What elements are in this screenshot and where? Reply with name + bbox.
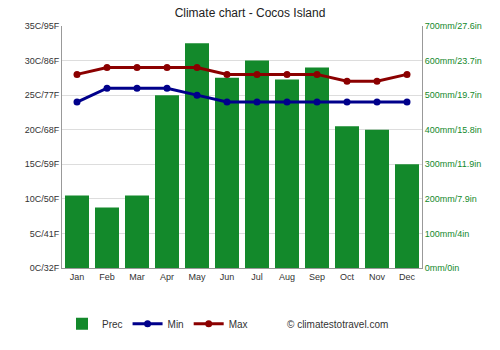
svg-text:5C/41F: 5C/41F	[30, 229, 60, 239]
svg-text:Mar: Mar	[129, 272, 145, 282]
svg-text:Oct: Oct	[340, 272, 355, 282]
svg-text:300mm/11.9in: 300mm/11.9in	[425, 159, 481, 169]
svg-text:100mm/4in: 100mm/4in	[425, 229, 470, 239]
svg-text:Climate chart - Cocos Island: Climate chart - Cocos Island	[175, 6, 326, 20]
svg-text:0mm/0in: 0mm/0in	[425, 263, 460, 273]
svg-text:Jul: Jul	[251, 272, 263, 282]
svg-text:Aug: Aug	[279, 272, 295, 282]
svg-text:Apr: Apr	[160, 272, 174, 282]
svg-text:Jun: Jun	[220, 272, 235, 282]
svg-text:35C/95F: 35C/95F	[25, 21, 60, 31]
svg-text:25C/77F: 25C/77F	[25, 90, 60, 100]
svg-text:400mm/15.8in: 400mm/15.8in	[425, 125, 482, 135]
svg-text:500mm/19.7in: 500mm/19.7in	[425, 90, 482, 100]
svg-text:© climatestotravel.com: © climatestotravel.com	[287, 319, 388, 330]
svg-text:20C/68F: 20C/68F	[25, 125, 60, 135]
svg-text:Jan: Jan	[70, 272, 85, 282]
svg-text:Max: Max	[229, 319, 248, 330]
svg-text:10C/50F: 10C/50F	[25, 194, 60, 204]
svg-text:700mm/27.6in: 700mm/27.6in	[425, 21, 482, 31]
svg-text:Min: Min	[168, 319, 184, 330]
svg-text:Nov: Nov	[369, 272, 386, 282]
svg-text:Sep: Sep	[309, 272, 325, 282]
svg-text:May: May	[188, 272, 206, 282]
svg-text:15C/59F: 15C/59F	[25, 159, 60, 169]
svg-text:600mm/23.7in: 600mm/23.7in	[425, 56, 482, 66]
svg-text:Prec: Prec	[102, 319, 123, 330]
svg-text:0C/32F: 0C/32F	[30, 263, 60, 273]
svg-text:Dec: Dec	[399, 272, 416, 282]
svg-text:Feb: Feb	[99, 272, 115, 282]
svg-text:200mm/7.9in: 200mm/7.9in	[425, 194, 477, 204]
svg-text:30C/86F: 30C/86F	[25, 56, 60, 66]
